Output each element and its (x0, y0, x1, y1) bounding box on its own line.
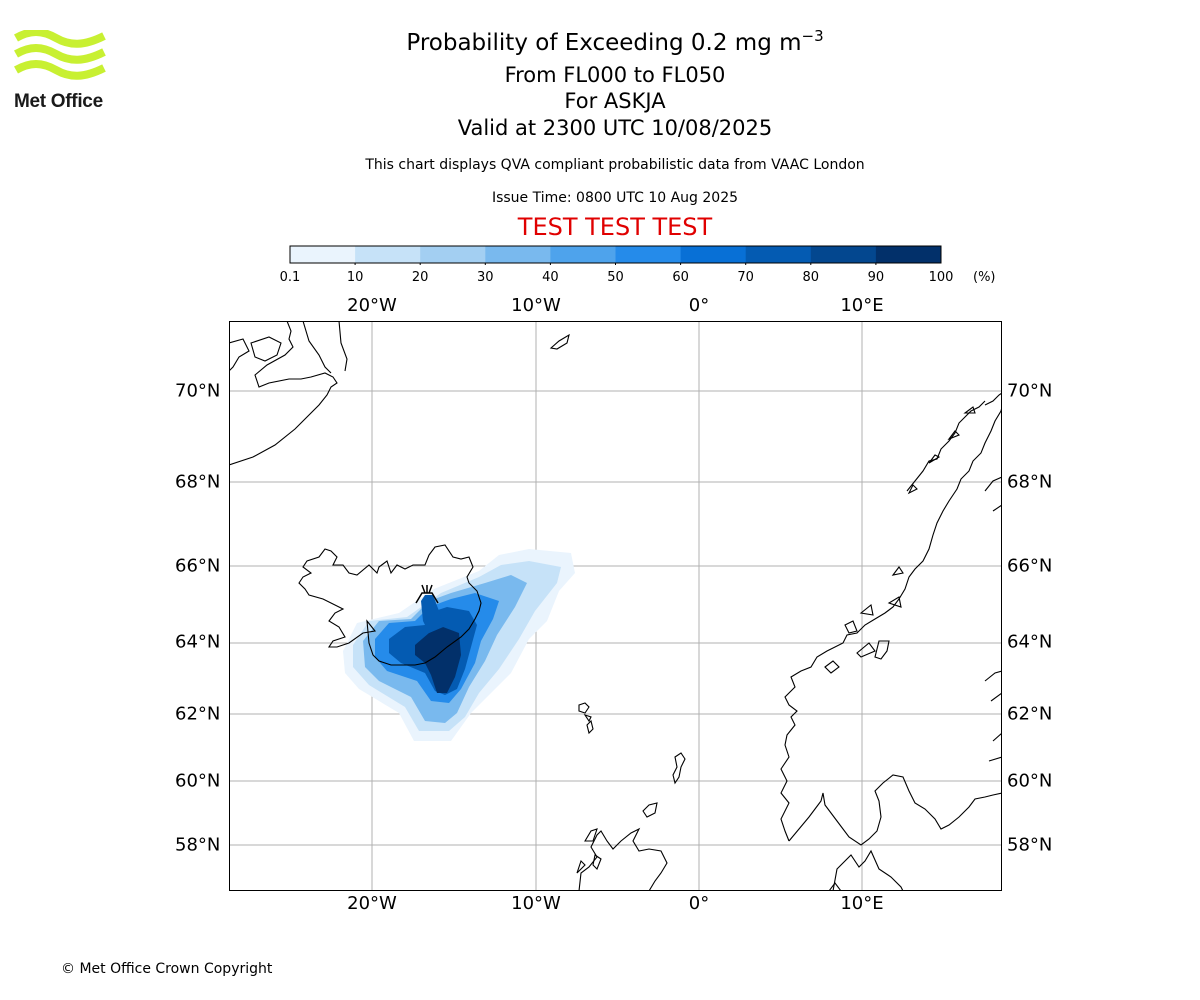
lat-label-right-68n: 68°N (1007, 471, 1053, 493)
colorbar-cell (355, 246, 421, 263)
colorbar-tick-label: 20 (411, 270, 429, 285)
colorbar-cell (550, 246, 616, 263)
valid-time: Valid at 2300 UTC 10/08/2025 (457, 116, 773, 140)
lon-label-bottom-10e: 10°E (840, 893, 884, 914)
lat-label-right-66n: 66°N (1007, 555, 1053, 577)
volcano-marker-icon (415, 584, 439, 604)
test-banner: TEST TEST TEST (517, 213, 713, 241)
colorbar-cell (615, 246, 682, 263)
colorbar-cell (290, 246, 356, 263)
colorbar-cell (680, 246, 747, 263)
colorbar-tick-label: 60 (672, 270, 689, 285)
colorbar-tick-label: 100 (928, 270, 954, 285)
lat-label-right-58n: 58°N (1007, 834, 1053, 856)
colorbar-tick-label: 40 (542, 270, 559, 285)
chart-title: Probability of Exceeding 0.2 mg m−3 (0, 27, 1200, 56)
plume-source-column (421, 595, 443, 633)
colorbar-tick-label: 90 (867, 270, 885, 285)
colorbar-cell (745, 246, 812, 263)
lat-label-left-62n: 62°N (175, 703, 221, 725)
subtitle: This chart displays QVA compliant probab… (365, 157, 865, 173)
colorbar-tick-label: 80 (802, 270, 820, 285)
flight-level-range: From FL000 to FL050 (504, 63, 726, 87)
map-panel (229, 321, 1002, 891)
met-office-logo-text: Met Office (14, 91, 103, 112)
lat-label-right-70n: 70°N (1007, 380, 1053, 402)
colorbar-tick-label: 30 (477, 270, 494, 285)
lon-label-top-10w: 10°W (511, 295, 561, 316)
colorbar-cell (485, 246, 551, 263)
lat-label-left-66n: 66°N (175, 555, 221, 577)
lat-label-left-60n: 60°N (175, 770, 221, 792)
colorbar (289, 245, 942, 265)
map-frame (229, 321, 1002, 891)
lat-label-right-62n: 62°N (1007, 703, 1053, 725)
lat-label-right-64n: 64°N (1007, 631, 1053, 653)
colorbar-tick-label: 50 (607, 270, 624, 285)
lon-label-bottom-10w: 10°W (511, 893, 561, 914)
gridlines (229, 321, 1002, 891)
plume-level-90-100 (415, 627, 461, 693)
coastlines (229, 321, 1002, 891)
ash-plume (343, 549, 575, 741)
colorbar-cell (810, 246, 877, 263)
lon-label-bottom-20w: 20°W (347, 893, 397, 914)
colorbar-cell (420, 246, 486, 263)
lat-label-left-64n: 64°N (175, 631, 221, 653)
lat-label-left-70n: 70°N (175, 380, 221, 402)
lat-label-left-58n: 58°N (175, 834, 221, 856)
lon-label-top-20w: 20°W (347, 295, 397, 316)
volcano-title: For ASKJA (564, 89, 666, 113)
chart-title-main: Probability of Exceeding 0.2 mg m (406, 30, 802, 56)
issue-time: Issue Time: 0800 UTC 10 Aug 2025 (491, 190, 739, 206)
lat-label-right-60n: 60°N (1007, 770, 1053, 792)
lon-label-top-10e: 10°E (840, 295, 884, 316)
chart-title-superscript: −3 (801, 27, 824, 45)
copyright-notice: © Met Office Crown Copyright (61, 961, 273, 977)
met-office-waves-icon (14, 28, 106, 80)
colorbar-tick-label: 10 (346, 270, 364, 285)
colorbar-tick-label: 70 (737, 270, 754, 285)
colorbar-tick-label: 0.1 (279, 270, 301, 285)
met-office-logo: Met Office (14, 28, 114, 112)
colorbar-unit: (%) (973, 270, 996, 285)
colorbar-cell (875, 246, 942, 263)
lat-label-left-68n: 68°N (175, 471, 221, 493)
lon-label-top-0: 0° (688, 295, 710, 316)
lon-label-bottom-0: 0° (688, 893, 710, 914)
